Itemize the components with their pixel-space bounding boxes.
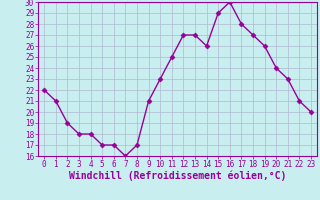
X-axis label: Windchill (Refroidissement éolien,°C): Windchill (Refroidissement éolien,°C) xyxy=(69,171,286,181)
